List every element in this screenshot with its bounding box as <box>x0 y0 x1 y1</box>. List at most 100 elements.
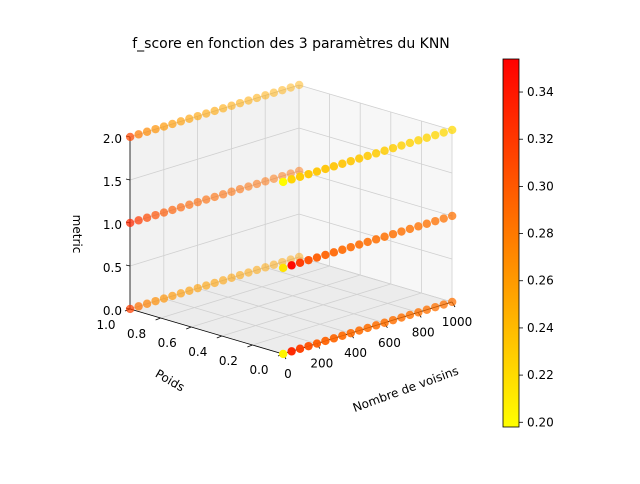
data-point <box>329 248 339 257</box>
data-point <box>363 237 372 247</box>
data-point <box>431 302 440 312</box>
data-point <box>363 151 372 161</box>
x-tick-label: 800 <box>412 325 435 339</box>
colorbar-tick-label: 0.30 <box>527 179 554 193</box>
colorbar-tick-label: 0.26 <box>527 274 554 288</box>
data-point <box>252 93 262 103</box>
data-point <box>235 98 245 108</box>
data-point <box>321 336 330 346</box>
y-tick-label: 0.0 <box>249 363 268 377</box>
data-point <box>286 83 295 92</box>
data-point <box>439 128 448 137</box>
axes-ticks: 020040060080010000.00.20.40.60.81.00.00.… <box>96 132 472 381</box>
data-point <box>422 219 432 228</box>
data-point <box>134 216 143 225</box>
data-point <box>193 283 202 293</box>
data-point <box>261 263 270 272</box>
grid-line-z <box>129 127 453 181</box>
data-point <box>244 96 253 105</box>
data-point <box>134 130 143 139</box>
z-axis-label: metric <box>70 215 84 254</box>
data-point <box>210 278 219 288</box>
data-point <box>159 122 169 131</box>
data-point <box>176 289 186 298</box>
data-point <box>168 205 177 215</box>
data-point <box>142 213 152 222</box>
data-point <box>397 313 406 322</box>
x-tick-label: 600 <box>378 336 401 350</box>
data-point <box>414 222 423 231</box>
data-point <box>397 227 406 236</box>
data-point <box>405 310 415 320</box>
data-point <box>125 218 135 228</box>
data-point <box>227 187 236 196</box>
data-point <box>210 192 219 202</box>
data-point <box>202 281 211 290</box>
z-tick-label: 2.0 <box>103 132 122 146</box>
data-point <box>312 167 322 176</box>
y-tick-mark <box>216 335 222 339</box>
data-point <box>235 184 245 194</box>
data-point <box>227 273 236 282</box>
data-point <box>261 91 270 100</box>
data-point <box>329 334 339 343</box>
data-point <box>269 260 279 269</box>
data-point <box>329 162 339 171</box>
data-point <box>371 235 381 244</box>
data-point <box>218 190 228 199</box>
data-point <box>338 159 347 168</box>
x-axis-label: Nombre de voisins <box>351 364 461 415</box>
data-point <box>346 328 355 338</box>
data-point <box>422 305 432 314</box>
z-tick-label: 0.5 <box>103 261 122 275</box>
data-point <box>295 344 305 353</box>
data-point <box>447 211 457 221</box>
data-point <box>338 245 347 254</box>
y-tick-mark <box>155 317 161 321</box>
data-point <box>312 253 322 262</box>
data-point <box>287 175 296 184</box>
data-point <box>380 232 389 241</box>
data-point <box>405 138 415 148</box>
z-tick-label: 1.0 <box>103 218 122 232</box>
data-point <box>252 179 262 189</box>
data-point <box>447 125 457 135</box>
colorbar-tick-label: 0.20 <box>527 415 554 429</box>
data-point <box>295 258 305 267</box>
colorbar-tick-label: 0.28 <box>527 227 554 241</box>
data-point <box>355 240 364 249</box>
data-point <box>159 294 169 303</box>
x-tick-label: 1000 <box>442 315 473 329</box>
z-tick-label: 0.0 <box>103 304 122 318</box>
z-tick-mark <box>125 178 131 181</box>
data-point <box>176 117 186 126</box>
data-point <box>218 104 228 113</box>
data-point <box>278 349 288 359</box>
data-point <box>244 268 253 277</box>
y-tick-label: 0.6 <box>158 336 177 350</box>
data-point <box>380 318 389 327</box>
data-point <box>346 156 355 166</box>
data-point <box>244 182 253 191</box>
x-tick-label: 400 <box>344 346 367 360</box>
data-point <box>388 315 398 325</box>
data-point <box>304 255 313 265</box>
y-tick-label: 0.2 <box>219 354 238 368</box>
y-tick-mark <box>186 326 192 330</box>
data-point <box>363 323 372 333</box>
colorbar-tick-label: 0.32 <box>527 132 554 146</box>
x-tick-label: 0 <box>284 367 292 381</box>
data-point <box>185 286 194 295</box>
data-point <box>294 80 304 90</box>
z-tick-mark <box>125 264 131 267</box>
data-point <box>304 169 313 179</box>
data-point <box>278 177 288 187</box>
data-point <box>125 304 135 314</box>
data-point <box>168 119 177 129</box>
data-point <box>252 265 262 275</box>
data-point <box>278 263 288 273</box>
data-point <box>210 106 219 116</box>
data-point <box>125 132 135 142</box>
